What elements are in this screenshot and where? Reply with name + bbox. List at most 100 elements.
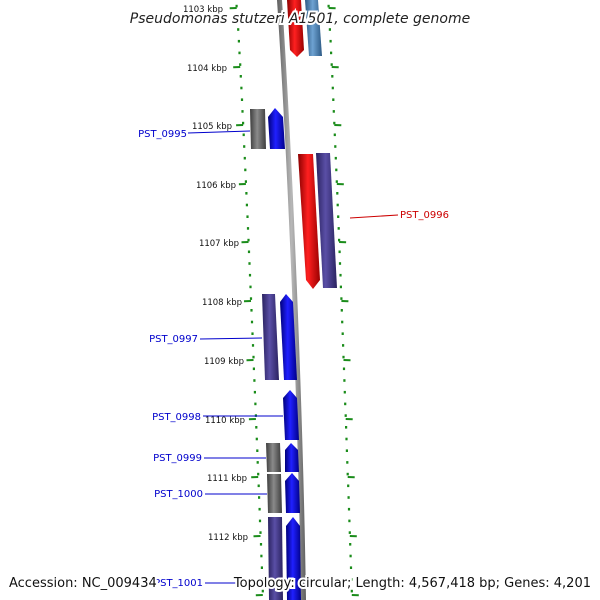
minor-tick: [235, 4, 238, 8]
minor-tick: [346, 472, 349, 476]
accession-text: Accession: NC_009434: [9, 576, 157, 591]
minor-tick: [342, 367, 346, 371]
minor-tick: [237, 28, 240, 31]
gene-pst-0995-cog[interactable]: [250, 109, 266, 149]
minor-tick: [329, 39, 332, 43]
minor-tick: [247, 250, 251, 254]
minor-tick: [341, 332, 344, 335]
minor-tick: [257, 472, 260, 476]
minor-tick: [335, 180, 338, 183]
minor-tick: [332, 98, 335, 101]
gene-label-pst-0996[interactable]: PST_0996: [400, 210, 449, 221]
minor-tick: [345, 437, 348, 441]
gene-top-reverse-cog[interactable]: [305, 0, 322, 56]
gene-pst-0996-cog[interactable]: [316, 153, 337, 288]
minor-tick: [339, 285, 342, 289]
minor-tick: [254, 402, 257, 406]
gene-label-pst-0998[interactable]: PST_0998: [152, 412, 201, 423]
minor-tick: [330, 51, 333, 55]
minor-tick: [341, 320, 344, 324]
minor-tick: [334, 156, 337, 160]
gene-pst-0999[interactable]: [285, 443, 299, 472]
minor-tick: [246, 215, 249, 218]
tick-label: 1109 kbp: [204, 357, 244, 367]
tick-label: 1103 kbp: [183, 5, 223, 15]
minor-tick: [258, 496, 261, 499]
tick-label: 1105 kbp: [192, 122, 232, 132]
minor-tick: [340, 297, 343, 300]
minor-tick: [345, 449, 348, 452]
minor-tick: [242, 133, 245, 137]
minor-tick: [239, 75, 242, 78]
minor-tick: [336, 203, 339, 207]
forward-strand-genes: [250, 108, 301, 600]
minor-tick: [251, 344, 255, 347]
minor-tick: [236, 16, 239, 20]
minor-tick: [335, 168, 338, 172]
minor-tick: [350, 589, 353, 593]
minor-tick: [348, 531, 351, 534]
gene-pst-1000-cog[interactable]: [267, 474, 282, 513]
minor-tick: [258, 507, 261, 511]
minor-tick: [338, 238, 341, 242]
inner-tick-ring: [229, 4, 264, 597]
minor-tick: [246, 227, 250, 230]
gene-pst-0999-cog[interactable]: [266, 443, 281, 472]
minor-tick: [349, 554, 352, 558]
gene-label-pst-0999[interactable]: PST_0999: [153, 453, 202, 464]
minor-tick: [333, 121, 336, 125]
gene-label-pst-0995[interactable]: PST_0995: [138, 129, 187, 140]
minor-tick: [244, 168, 247, 172]
leader-line: [349, 214, 399, 219]
minor-tick: [258, 519, 262, 523]
gene-pst-0998[interactable]: [283, 390, 299, 440]
gene-pst-0995[interactable]: [268, 108, 285, 149]
tick-label: 1111 kbp: [207, 474, 247, 484]
minor-tick: [332, 110, 335, 113]
minor-tick: [346, 461, 349, 464]
minor-tick: [240, 98, 244, 101]
minor-tick: [339, 273, 342, 277]
gene-label-pst-1001[interactable]: PST_1001: [154, 578, 203, 589]
minor-tick: [260, 554, 263, 558]
minor-tick: [244, 180, 247, 183]
gene-pst-0997-cog[interactable]: [262, 294, 279, 380]
minor-tick: [344, 414, 347, 417]
backbone-ring: [277, 0, 306, 600]
minor-tick: [249, 297, 253, 300]
minor-tick: [248, 262, 251, 265]
gene-pst-0996[interactable]: [298, 154, 320, 289]
gene-pst-1000[interactable]: [285, 473, 300, 513]
minor-tick: [248, 273, 252, 277]
tick-label: 1110 kbp: [205, 416, 245, 426]
gene-pst-1001[interactable]: [286, 517, 301, 600]
minor-tick: [343, 390, 346, 394]
minor-tick: [334, 145, 337, 148]
minor-tick: [256, 449, 259, 452]
minor-tick: [251, 332, 254, 335]
gene-top-reverse[interactable]: [287, 0, 304, 57]
gene-label-pst-1000[interactable]: PST_1000: [154, 489, 203, 500]
minor-tick: [338, 250, 341, 254]
gene-labels: PST_0995 PST_0996 PST_0997 PST_0998 PST_…: [138, 129, 449, 589]
minor-tick: [261, 578, 264, 581]
minor-tick: [342, 355, 345, 359]
minor-tick: [243, 145, 246, 148]
minor-tick: [243, 156, 246, 160]
minor-tick: [259, 531, 262, 534]
minor-tick: [257, 484, 260, 488]
gene-label-pst-0997[interactable]: PST_0997: [149, 334, 198, 345]
tick-label: 1104 kbp: [187, 64, 227, 74]
minor-tick: [245, 192, 248, 195]
minor-tick: [249, 285, 252, 289]
minor-tick: [255, 426, 258, 429]
minor-tick: [250, 309, 253, 312]
leader-line: [199, 337, 263, 340]
minor-tick: [350, 578, 353, 581]
tick-label: 1108 kbp: [202, 298, 242, 308]
minor-tick: [337, 215, 340, 218]
minor-tick: [338, 262, 342, 265]
minor-tick: [328, 16, 331, 20]
gene-pst-1001-cog[interactable]: [268, 517, 283, 600]
gene-pst-0997[interactable]: [280, 294, 297, 380]
